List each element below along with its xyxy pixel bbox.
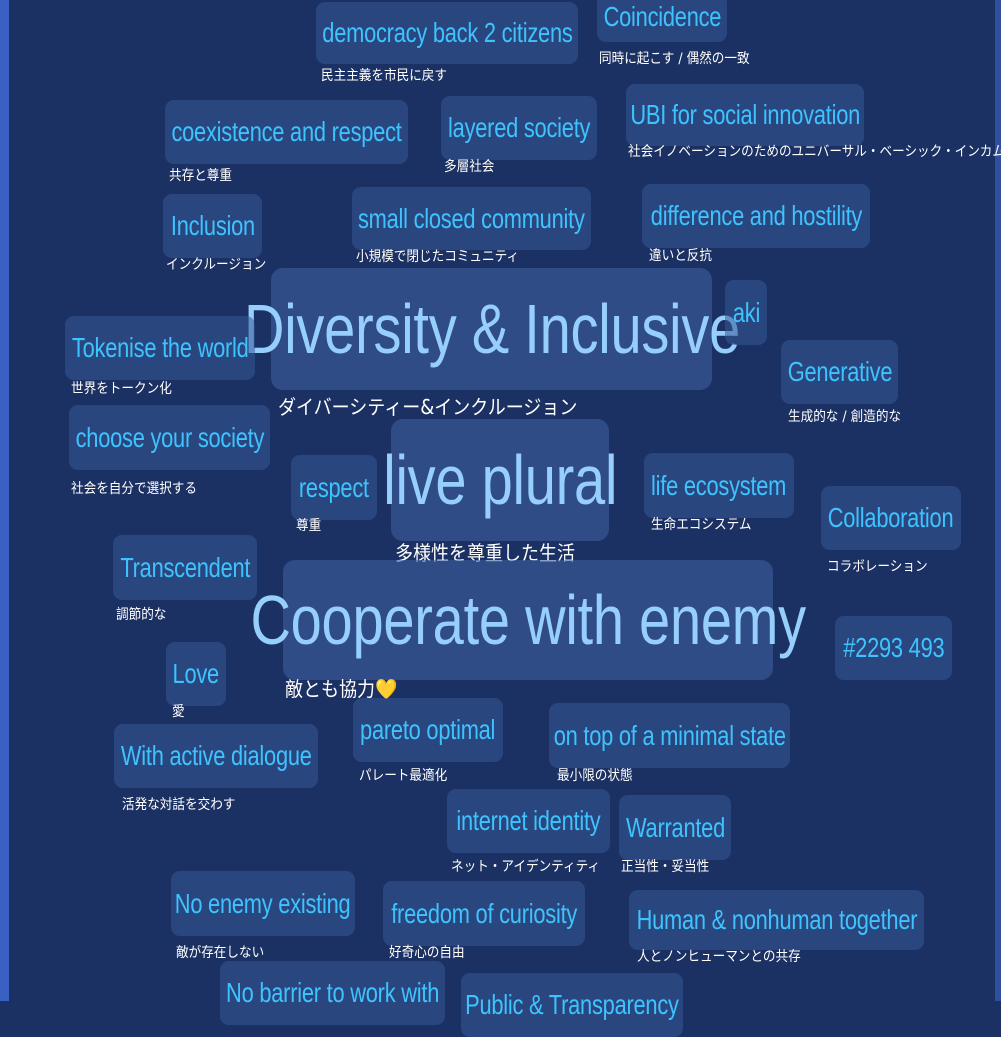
tag-translation: 生命エコシステム (651, 517, 752, 533)
tag-label: small closed community (358, 202, 585, 234)
tag-label: freedom of curiosity (391, 897, 577, 929)
tag-tokenise[interactable]: Tokenise the world (65, 316, 255, 380)
tag-aki[interactable]: aki (725, 280, 767, 345)
tag-translation: 正当性・妥当性 (621, 859, 710, 875)
tag-pareto[interactable]: pareto optimal (353, 698, 503, 762)
tag-public-transparency[interactable]: Public & Transparency (461, 973, 683, 1037)
tag-label: #2293 493 (842, 632, 945, 663)
tag-label: Collaboration (828, 502, 954, 533)
tag-label: live plural (383, 441, 617, 519)
tag-label: pareto optimal (360, 714, 496, 745)
tag-label: Transcendent (120, 551, 250, 583)
right-edge (995, 0, 1001, 1001)
tag-translation: 民主主義を市民に戻す (321, 68, 447, 84)
tag-label: difference and hostility (650, 200, 862, 231)
tag-label: aki (732, 296, 760, 328)
tag-label: Warranted (625, 811, 725, 843)
tag-life-ecosystem[interactable]: life ecosystem (644, 453, 794, 518)
tag-label: on top of a minimal state (553, 719, 786, 751)
tag-label: respect (299, 471, 370, 503)
tag-label: UBI for social innovation (630, 99, 860, 130)
tag-no-enemy[interactable]: No enemy existing (171, 871, 355, 936)
tag-respect[interactable]: respect (291, 455, 377, 520)
tag-translation: 生成的な / 創造的な (788, 409, 902, 425)
tag-translation: 活発な対話を交わす (122, 797, 236, 813)
tag-translation: コラボレーション (827, 559, 928, 575)
tag-label: Tokenise the world (71, 332, 249, 363)
tag-label: Coincidence (603, 1, 721, 32)
tag-translation: 同時に起こす / 偶然の一致 (599, 51, 750, 67)
tag-translation: パレート最適化 (359, 768, 448, 784)
tag-label: With active dialogue (120, 740, 312, 771)
tag-translation: 社会を自分で選択する (71, 481, 197, 497)
tag-translation: 調節的な (116, 607, 167, 623)
tag-live-plural[interactable]: live plural (383, 419, 617, 541)
tag-active-dialogue[interactable]: With active dialogue (114, 724, 318, 788)
tag-no-barrier[interactable]: No barrier to work with (220, 961, 445, 1025)
tag-label: life ecosystem (651, 469, 787, 501)
tag-label: Inclusion (170, 210, 255, 241)
tag-collaboration[interactable]: Collaboration (821, 486, 961, 550)
tag-label: Human & nonhuman together (636, 904, 917, 935)
tag-democracy[interactable]: democracy back 2 citizens (316, 2, 578, 64)
left-edge (0, 0, 9, 1001)
tag-coincidence[interactable]: Coincidence (597, 0, 727, 42)
tag-label: layered society (447, 112, 591, 143)
tag-translation: ネット・アイデンティティ (451, 859, 601, 875)
tag-translation: 愛 (172, 704, 185, 720)
tag-minimal-state[interactable]: on top of a minimal state (549, 703, 790, 768)
tag-translation: 違いと反抗 (649, 248, 712, 264)
tag-coexistence[interactable]: coexistence and respect (165, 100, 408, 164)
tag-translation: 小規模で閉じたコミュニティ (356, 249, 520, 265)
tag-label: Public & Transparency (465, 989, 679, 1020)
tag-label: No barrier to work with (225, 977, 440, 1008)
tag-label: internet identity (456, 805, 601, 836)
tag-layered-society[interactable]: layered society (441, 96, 597, 160)
tag-label: choose your society (75, 421, 264, 453)
tag-translation: 世界をトークン化 (71, 381, 172, 397)
tag-small-closed-community[interactable]: small closed community (352, 187, 591, 250)
tag-choose-society[interactable]: choose your society (69, 405, 270, 470)
tag-translation: 最小限の状態 (557, 768, 633, 784)
tag-translation: 敵とも協力💛 (285, 677, 398, 701)
tag-translation: 尊重 (296, 518, 322, 534)
tag-translation: 人とノンヒューマンとの共存 (637, 949, 801, 965)
tag-translation: 敵が存在しない (176, 945, 265, 961)
tag-difference-hostility[interactable]: difference and hostility (642, 184, 870, 248)
tag-translation: 共存と尊重 (169, 168, 232, 184)
tag-label: Cooperate with enemy (250, 581, 806, 659)
tag-warranted[interactable]: Warranted (619, 795, 731, 860)
tag-translation: インクルージョン (166, 257, 267, 273)
tag-ubi[interactable]: UBI for social innovation (626, 84, 864, 146)
tag-inclusion[interactable]: Inclusion (163, 194, 262, 258)
tag-label: democracy back 2 citizens (321, 17, 573, 48)
tag-translation: 多層社会 (444, 159, 495, 175)
tag-label: Generative (787, 356, 892, 387)
tag-label: No enemy existing (175, 887, 351, 919)
tag-translation: 社会イノベーションのためのユニバーサル・ベーシック・インカム (628, 144, 1001, 160)
tag-cooperate-enemy[interactable]: Cooperate with enemy (250, 560, 806, 680)
tag-label: coexistence and respect (171, 116, 402, 147)
tag-human-nonhuman[interactable]: Human & nonhuman together (629, 890, 924, 950)
tag-transcendent[interactable]: Transcendent (113, 535, 257, 600)
tag-freedom-curiosity[interactable]: freedom of curiosity (383, 881, 585, 946)
tag-label: Diversity & Inclusive (243, 290, 740, 368)
tag-translation: 好奇心の自由 (389, 945, 465, 961)
tag-love[interactable]: Love (166, 642, 226, 706)
tag-label: Love (172, 658, 220, 689)
tag-translation: ダイバーシティー&インクルージョン (278, 395, 578, 419)
tag-internet-identity[interactable]: internet identity (447, 789, 610, 853)
tag-generative[interactable]: Generative (781, 340, 898, 404)
tag-diversity-inclusive[interactable]: Diversity & Inclusive (244, 268, 740, 390)
tag-number[interactable]: #2293 493 (835, 616, 952, 680)
